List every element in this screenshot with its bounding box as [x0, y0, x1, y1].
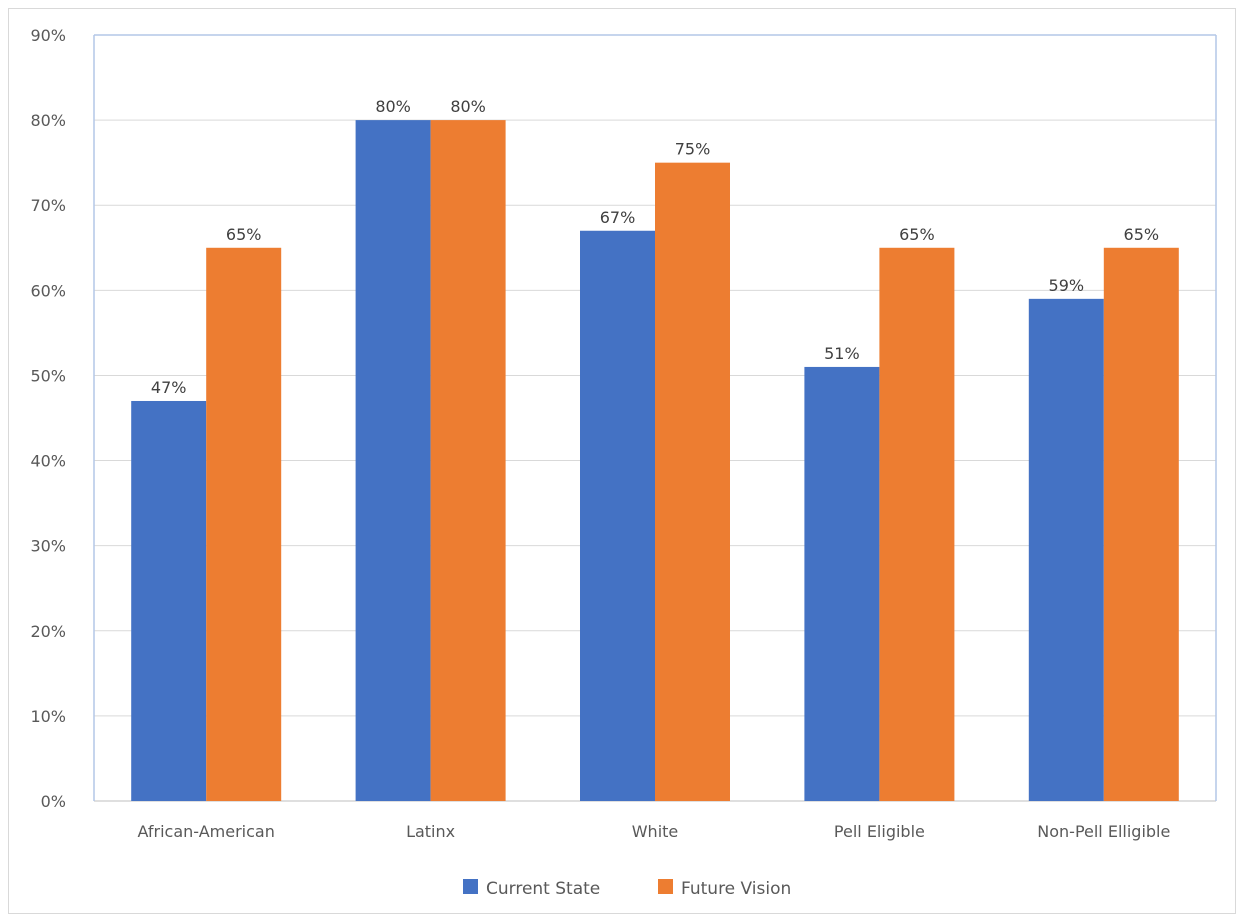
data-label: 80%	[375, 97, 411, 116]
legend-swatch	[463, 879, 478, 894]
bar-current-state	[355, 120, 431, 802]
data-label: 75%	[675, 140, 711, 159]
legend-label: Future Vision	[681, 879, 791, 899]
y-axis-tick-labels: 0% 10% 20% 30% 40% 50% 60% 70% 80% 90%	[30, 26, 66, 811]
bar-future-vision	[206, 247, 282, 801]
x-tick-label: African-American	[138, 822, 275, 841]
bar-future-vision	[655, 162, 730, 801]
bar-future-vision	[1103, 247, 1179, 801]
data-label: 65%	[226, 225, 262, 244]
y-tick-label: 10%	[30, 707, 66, 726]
x-axis-tick-labels: African-American Latinx White Pell Eligible…	[138, 822, 1171, 841]
y-tick-label: 50%	[30, 366, 66, 385]
legend: Current State Future Vision	[463, 879, 791, 899]
y-tick-label: 60%	[30, 281, 66, 300]
y-tick-label: 20%	[30, 622, 66, 641]
y-tick-label: 40%	[30, 452, 66, 471]
data-label: 65%	[1124, 225, 1160, 244]
bar-future-vision	[879, 247, 955, 801]
bars	[131, 120, 1179, 802]
bar-current-state	[131, 400, 207, 801]
bar-current-state	[1028, 298, 1104, 801]
y-tick-label: 70%	[30, 196, 66, 215]
legend-item-current-state: Current State	[463, 879, 600, 899]
data-labels: 47% 65% 80% 80% 67% 75% 51% 65% 59% 65%	[151, 97, 1159, 397]
bar-future-vision	[430, 120, 506, 802]
bar-current-state	[804, 366, 880, 801]
legend-item-future-vision: Future Vision	[658, 879, 791, 899]
data-label: 47%	[151, 378, 187, 397]
y-tick-label: 30%	[30, 537, 66, 556]
legend-swatch	[658, 879, 673, 894]
y-tick-label: 80%	[30, 111, 66, 130]
y-tick-label: 90%	[30, 26, 66, 45]
legend-label: Current State	[486, 879, 600, 899]
x-tick-label: Latinx	[406, 822, 455, 841]
x-tick-label: Non-Pell Elligible	[1037, 822, 1170, 841]
x-tick-label: Pell Eligible	[834, 822, 925, 841]
x-tick-label: White	[632, 822, 679, 841]
data-label: 59%	[1049, 276, 1085, 295]
data-label: 80%	[450, 97, 486, 116]
data-label: 67%	[600, 208, 636, 227]
y-tick-label: 0%	[41, 792, 66, 811]
data-label: 65%	[899, 225, 935, 244]
data-label: 51%	[824, 344, 860, 363]
bar-current-state	[580, 230, 655, 801]
